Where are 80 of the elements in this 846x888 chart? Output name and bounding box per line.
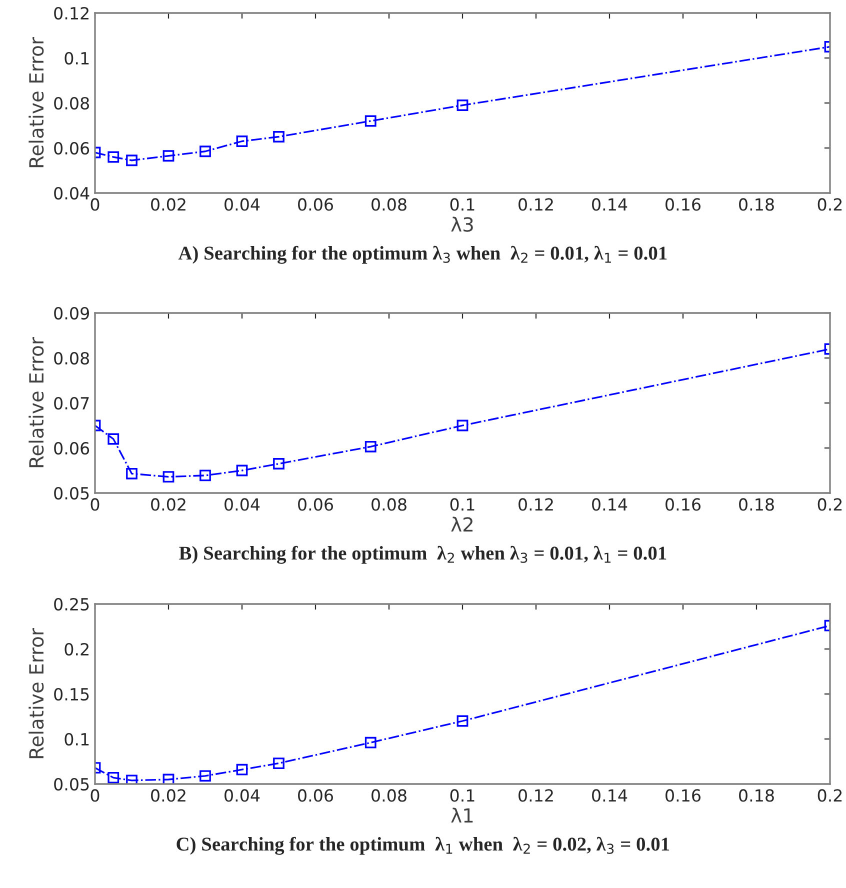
x-tick-label: 0.1 [450,498,474,511]
x-tick-label: 0.14 [592,789,628,802]
x-tick-label: 0.08 [372,498,406,511]
text: B) Searching for the optimum λ$_{2}$ when λ$_{3}$ = 0.01, λ$_{1}$ = 0.01 [179,546,666,564]
point [108,151,120,163]
x-tick-label: 0.16 [666,498,701,511]
x-tick-label: 0 [90,789,100,802]
point [200,770,211,782]
y-axis-title: Relative Error [28,37,44,168]
y-tick-label: 0.1 [64,732,89,746]
x-tick-label: 0.18 [739,789,774,802]
text: C) Searching for the optimum λ$_{1}$ when λ$_{2}$ = 0.02, λ$_{3}$ = 0.01 [176,836,670,855]
point [236,764,248,776]
point [108,433,120,445]
x-tick-label: 0.18 [739,498,774,511]
x-tick-label: 0.12 [518,498,553,511]
y-tick-label: 0.05 [54,778,89,791]
y-tick-label: 0.09 [54,306,89,320]
text: A) Searching for the optimum λ$_{3}$ when λ$_{2}$ = 0.01, λ$_{1}$ = 0.01 [178,246,667,264]
x-tick-label: 0.08 [372,789,406,802]
point [364,115,376,127]
y-tick-label: 0.08 [54,96,89,110]
x-tick-label: 0.04 [224,198,260,211]
x-tick-label: 0.12 [518,789,553,802]
x-axis-title: λ2 [451,516,472,532]
y-tick-label: 0.12 [54,6,88,20]
point [456,420,468,432]
y-tick-label: 0.05 [54,486,89,500]
y-tick-label: 0.15 [54,688,89,701]
y-tick-label: 0.25 [54,598,89,611]
x-tick-label: 0.2 [818,789,842,802]
x-tick-label: 0.02 [151,198,186,211]
x-tick-label: 0.14 [592,498,628,511]
point [364,736,376,748]
point [273,458,284,470]
x-tick-label: 0.1 [450,789,474,802]
point [126,154,138,166]
y-axis-title: Relative Error [28,628,44,758]
point [126,468,138,480]
point [273,758,284,769]
x-tick-label: 0.2 [818,498,842,511]
point [108,772,120,784]
x-tick-label: 0.02 [151,789,186,802]
x-tick-label: 0.14 [592,198,628,211]
point [200,146,211,158]
x-tick-label: 0.1 [450,198,474,211]
point [126,774,138,784]
x-axis-title: λ3 [451,216,473,232]
y-tick-label: 0.1 [64,52,89,65]
x-tick-label: 0.08 [372,198,406,211]
x-tick-label: 0.04 [224,789,260,802]
point [364,440,376,452]
point [236,136,248,147]
x-tick-label: 0.12 [518,198,553,211]
x-axis-title: λ1 [451,808,473,823]
y-tick-label: 0.06 [54,142,90,155]
point [200,470,211,482]
point [162,471,174,482]
y-axis-title: Relative Error [28,337,44,468]
x-tick-label: 0.04 [224,498,260,511]
x-tick-label: 0.06 [298,198,334,211]
point [273,131,284,142]
point [236,464,248,476]
x-tick-label: 0 [90,498,100,511]
y-tick-label: 0.07 [54,396,89,410]
x-tick-label: 0.2 [818,198,842,211]
y-tick-label: 0.2 [64,642,88,656]
point [162,150,174,162]
point [456,715,468,727]
x-tick-label: 0.16 [666,789,701,802]
y-tick-label: 0.04 [54,186,90,200]
x-tick-label: 0.18 [739,198,774,211]
x-tick-label: 0.16 [666,198,701,211]
x-tick-label: 0 [90,198,100,211]
y-tick-label: 0.08 [54,352,89,365]
x-tick-label: 0.02 [151,498,186,511]
y-tick-label: 0.06 [54,442,90,455]
x-tick-label: 0.06 [298,789,334,802]
x-tick-label: 0.06 [298,498,334,511]
point [456,100,468,111]
